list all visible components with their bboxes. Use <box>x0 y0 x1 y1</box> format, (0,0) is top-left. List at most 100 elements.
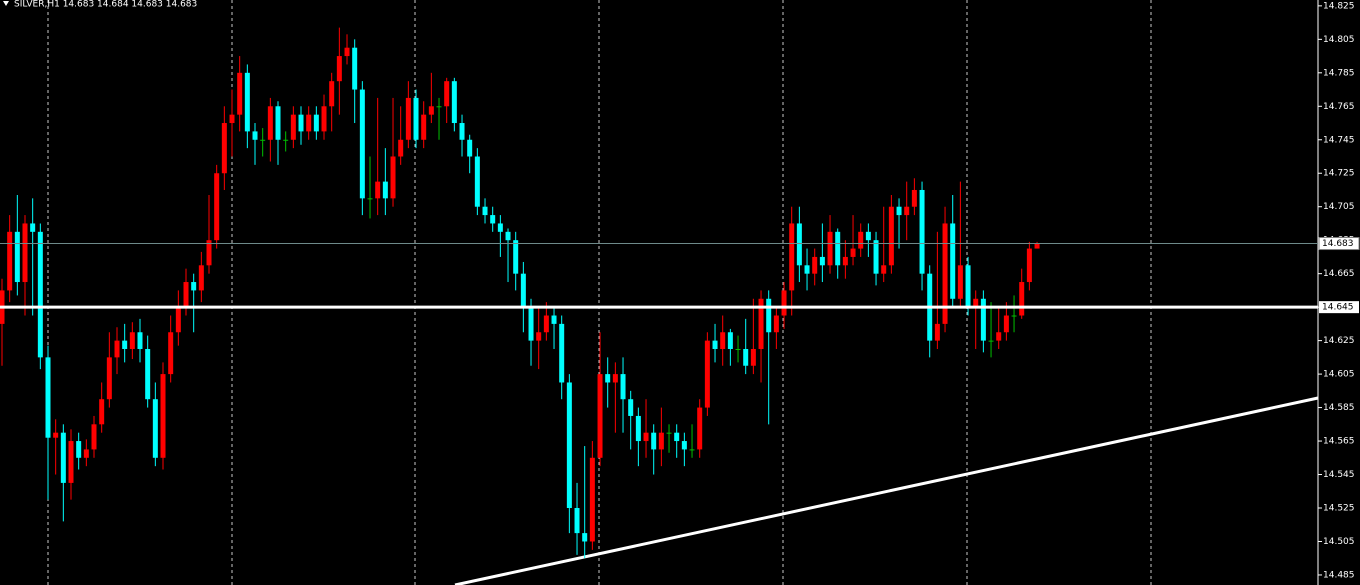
candle-body <box>329 81 335 107</box>
candle-body <box>697 407 703 450</box>
candle-body <box>45 357 51 438</box>
candle-body <box>735 348 741 350</box>
candle-body <box>873 240 879 274</box>
price-label-box <box>1318 237 1360 251</box>
candle-body <box>965 265 971 308</box>
candle-body <box>1003 315 1009 333</box>
y-tick-label: 14.605 <box>1323 370 1355 380</box>
candle-body <box>83 449 89 458</box>
candle-body <box>727 332 733 349</box>
candle-body <box>574 508 580 534</box>
candle-body <box>283 139 289 141</box>
candle-body <box>520 273 526 308</box>
candle-body <box>896 206 902 216</box>
candle-body <box>704 340 710 408</box>
candle-body <box>543 315 549 333</box>
candle-body <box>237 72 243 115</box>
candle-body <box>474 156 480 207</box>
candle-body <box>858 231 864 249</box>
candle-body <box>382 181 388 199</box>
price-label: 14.683 <box>1322 239 1354 249</box>
candle-body <box>313 114 319 132</box>
candle-body <box>651 432 657 450</box>
candle-body <box>444 81 450 107</box>
candle-body <box>628 399 634 416</box>
candle-body <box>980 298 986 341</box>
candle-body <box>612 374 618 383</box>
candle-body <box>758 298 764 349</box>
candle-body <box>344 47 350 57</box>
candle-body <box>934 323 940 341</box>
candle-body <box>106 357 112 400</box>
candle-body <box>888 206 894 266</box>
candle-body <box>559 323 565 383</box>
candle-body <box>743 348 749 366</box>
candle-body <box>689 449 695 451</box>
candle-body <box>681 441 687 450</box>
candle-body <box>842 256 848 266</box>
menu-arrow[interactable] <box>3 1 9 6</box>
candle-body <box>850 248 856 257</box>
candle-body <box>819 256 825 266</box>
candle-body <box>781 290 787 316</box>
candle-body <box>267 106 273 140</box>
candle-body <box>306 114 312 132</box>
candle-body <box>566 382 572 509</box>
candle-body <box>145 348 151 400</box>
y-tick-label: 14.765 <box>1323 102 1355 112</box>
candle-body <box>352 47 358 90</box>
candle-body <box>76 441 82 458</box>
candle-body <box>605 374 611 383</box>
candle-body <box>298 114 304 132</box>
y-tick-label: 14.505 <box>1323 537 1355 547</box>
candle-body <box>122 340 128 349</box>
y-tick-label: 14.665 <box>1323 269 1355 279</box>
candle-body <box>390 156 396 199</box>
candle-body <box>996 332 1002 341</box>
y-tick-label: 14.525 <box>1323 504 1355 514</box>
candle-body <box>421 114 427 140</box>
candle-body <box>1034 243 1040 249</box>
candle-body <box>91 424 97 450</box>
candle-body <box>1011 315 1017 317</box>
candle-body <box>773 315 779 333</box>
candle-body <box>589 457 595 542</box>
level-label-box <box>1319 301 1359 314</box>
candle-body <box>252 131 258 140</box>
candle-body <box>175 307 181 333</box>
candle-body <box>405 97 411 140</box>
level-label: 14.645 <box>1322 303 1354 313</box>
candle-body <box>1026 248 1032 283</box>
candle-body <box>796 223 802 266</box>
candle-body <box>666 432 672 434</box>
candle-body <box>490 215 496 224</box>
candle-body <box>712 340 718 349</box>
candle-body <box>467 139 473 157</box>
candle-body <box>497 223 503 232</box>
candle-body <box>68 441 74 483</box>
candle-body <box>160 374 166 458</box>
candle-body <box>183 282 189 308</box>
candle-body <box>53 432 59 438</box>
candle-body <box>290 114 296 140</box>
candle-body <box>904 206 910 216</box>
candle-body <box>973 298 979 308</box>
candle-body <box>30 223 36 232</box>
y-tick-label: 14.785 <box>1323 68 1355 78</box>
candle-body <box>129 332 135 349</box>
candle-body <box>827 231 833 266</box>
candle-body <box>367 198 373 200</box>
candle-body <box>214 173 220 241</box>
candle-body <box>37 231 43 358</box>
candle-body <box>482 206 488 216</box>
candle-body <box>137 332 143 349</box>
candle-body <box>766 298 772 333</box>
candle-body <box>513 240 519 274</box>
candle-body <box>336 56 342 82</box>
candle-body <box>413 97 419 140</box>
candle-body <box>206 240 212 266</box>
y-tick-label: 14.565 <box>1323 437 1355 447</box>
candle-body <box>260 139 266 141</box>
